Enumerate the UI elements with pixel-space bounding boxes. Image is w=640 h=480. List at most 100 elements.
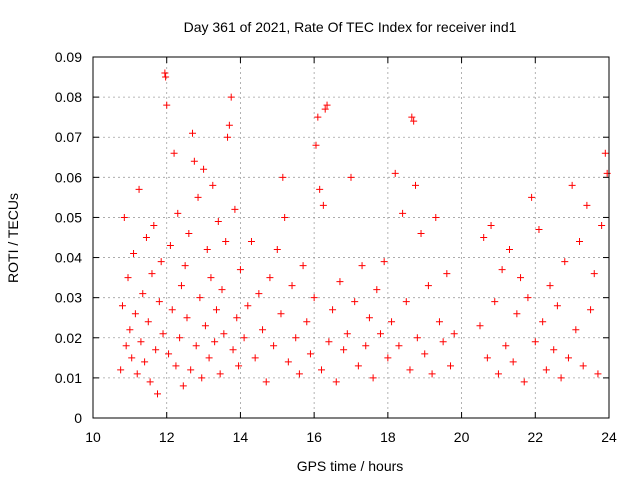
data-point [185,229,193,237]
y-tick-label: 0 [74,410,82,426]
data-point [583,201,591,209]
data-point [325,338,333,346]
data-point [412,181,419,189]
data-point [201,322,209,330]
data-point [122,342,130,350]
data-point [205,354,213,362]
data-point [196,294,204,302]
data-point [162,73,170,81]
data-point [203,246,211,254]
x-tick-label: 18 [380,429,396,445]
data-point [598,221,606,229]
x-tick-label: 16 [306,429,322,445]
data-point [542,366,550,374]
tick-labels: 10 12 14 16 18 20 22 24 0 0.01 0.02 0.03 0.04 0.05 0.0… [55,49,617,445]
data-point [450,330,458,338]
data-point [498,266,506,274]
data-point [218,286,226,294]
data-point [340,346,348,354]
data-point [233,314,241,322]
x-tick-label: 10 [85,429,101,445]
data-point [369,374,377,382]
data-point [225,121,233,129]
data-point [161,69,169,77]
data-point [168,306,176,314]
data-point [513,310,521,318]
data-point [365,314,373,322]
data-point [259,326,267,334]
data-point [152,346,160,354]
data-point [380,258,388,266]
data-point [303,318,311,326]
data-points [117,69,611,398]
data-point [579,362,587,370]
data-point [354,362,362,370]
y-axis-label: ROTI / TECUs [5,193,21,283]
data-point [190,157,198,165]
data-point [601,149,609,157]
data-point [207,274,215,282]
data-point [142,234,150,241]
data-point [135,185,143,193]
data-point [183,314,191,322]
data-point [117,366,125,374]
data-point [176,334,184,342]
axis-ticks [92,56,610,419]
data-point [318,366,326,374]
data-point [133,370,141,378]
x-tick-label: 22 [527,429,543,445]
data-point [194,193,202,201]
data-point [277,310,285,318]
data-point [535,225,543,233]
data-point [211,338,219,346]
data-point [292,334,300,342]
data-point [189,129,197,137]
data-point [240,334,248,342]
data-point [435,318,443,326]
data-point [509,358,517,366]
data-point [520,378,528,386]
data-point [270,342,278,350]
data-point [273,246,281,254]
data-point [384,354,392,362]
data-point [395,342,403,350]
y-tick-label: 0.09 [55,49,82,65]
data-point [494,370,502,378]
data-point [236,266,244,274]
data-point [279,173,287,181]
data-point [376,330,384,338]
y-tick-label: 0.07 [55,129,82,145]
data-point [235,362,243,370]
data-point [288,282,296,290]
data-point [590,270,598,278]
plot-frame [92,56,610,419]
data-point [332,378,340,386]
data-point [373,286,381,294]
data-point [155,298,163,306]
data-point [531,338,539,346]
data-point [321,105,329,113]
data-point [524,294,532,302]
data-point [314,113,322,121]
data-point [362,342,370,350]
data-point [154,390,161,398]
data-point [222,238,230,246]
data-point [251,354,259,362]
data-point [439,338,447,346]
data-point [319,201,327,209]
data-point [528,193,536,201]
data-point [295,370,303,378]
grid-lines [93,57,609,418]
data-point [561,258,569,266]
data-point [432,213,440,221]
data-point [284,358,292,366]
data-point [148,270,156,278]
data-point [505,246,513,254]
data-point [157,258,165,266]
data-point [130,250,138,258]
data-point [476,322,484,330]
data-point [557,374,565,382]
data-point [587,306,595,314]
data-point [424,282,432,290]
